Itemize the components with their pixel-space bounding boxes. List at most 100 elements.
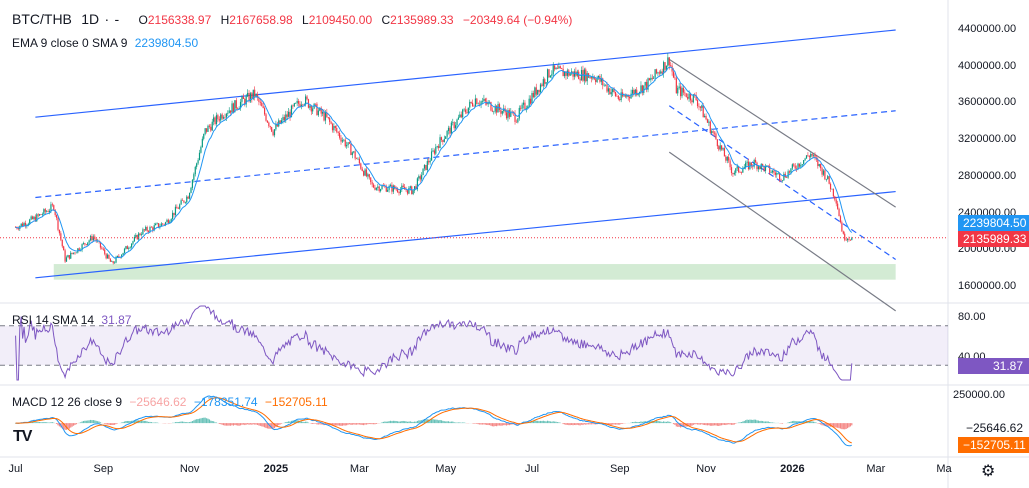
macd-histogram-bar [726,423,728,425]
candle [241,96,243,102]
candle [545,82,547,84]
macd-histogram-bar [569,423,571,426]
macd-histogram-bar [473,423,475,424]
macd-histogram-bar [306,421,308,424]
candle [846,238,849,241]
macd-histogram-bar [312,423,314,424]
candle [398,191,400,194]
macd-histogram-bar [754,419,757,424]
macd-histogram-bar [825,423,827,427]
candle [310,105,312,112]
macd-histogram-bar [146,421,148,424]
macd-histogram-bar [405,421,407,424]
candle [817,159,819,167]
candle [262,106,264,108]
macd-histogram-bar [728,423,730,425]
macd-histogram-bar [838,423,840,429]
candle [200,147,202,153]
candle [213,117,215,122]
candle [184,202,186,203]
candle [469,101,471,108]
macd-histogram-bar [634,421,636,424]
candle [484,98,486,102]
candle [239,101,242,109]
candle [698,106,700,107]
candle [282,117,284,121]
macd-histogram-bar [187,422,189,424]
macd-histogram-bar [343,423,345,426]
macd-histogram-bar [150,422,152,424]
ema-legend[interactable]: EMA 9 close 0 SMA 9 2239804.50 [12,36,198,50]
candle [657,72,659,74]
ascending-channel-lower [35,190,896,279]
macd-histogram-bar [537,420,539,424]
macd-histogram-bar [205,418,208,424]
tradingview-logo-icon[interactable]: TV [13,428,32,445]
candle [566,70,568,76]
macd-histogram-bar [300,421,302,424]
candle [102,248,104,250]
macd-histogram-bar [179,421,181,424]
candle [341,140,344,142]
ema-line [15,66,853,259]
candle [500,109,502,114]
macd-histogram-bar [334,423,336,426]
candle [245,96,247,105]
macd-histogram-bar [722,423,724,425]
macd-histogram-bar [145,420,147,424]
candle [391,184,393,192]
candle [269,126,271,128]
candle [95,238,97,242]
macd-histogram-bar [228,423,230,426]
macd-histogram-bar [812,421,815,424]
macd-histogram-bar [653,420,655,424]
candle [85,244,87,246]
macd-histogram-bar [115,423,117,425]
candle [593,76,595,80]
macd-histogram-bar [354,423,356,425]
candle [164,222,167,225]
macd-histogram-bar [46,422,48,424]
candle [737,166,740,173]
macd-histogram-bar [675,423,677,427]
candle [108,254,110,259]
candle [626,94,628,97]
candle [470,101,472,103]
candle [834,196,836,200]
candle [446,130,448,137]
macd-histogram-bar [682,423,685,427]
candle [31,216,34,220]
candle [115,256,117,263]
macd-histogram-bar [271,423,273,429]
macd-histogram-bar [663,421,665,424]
macd-histogram-bar [616,423,618,425]
candle [715,133,717,140]
macd-legend[interactable]: MACD 12 26 close 9 −25646.62 −178351.74 … [12,395,328,409]
macd-histogram-bar [746,419,748,424]
macd-histogram-bar [705,423,707,426]
candle [230,110,232,113]
gear-icon[interactable]: ⚙ [981,463,996,480]
macd-histogram-bar [84,420,86,424]
candle [466,112,468,114]
macd-histogram-bar [641,421,643,424]
macd-line-value: −178351.74 [193,395,258,409]
candle [455,125,457,129]
interval-label[interactable]: 1D [81,11,100,27]
symbol-name[interactable]: BTC/THB [12,11,72,27]
macd-histogram-bar [545,421,547,424]
candle [548,69,550,78]
macd-histogram-bar [670,422,672,424]
time-tick-label: Nov [696,463,716,475]
candle [527,106,529,109]
candle [82,243,85,245]
rsi-legend[interactable]: RSI 14 SMA 14 31.87 [12,313,131,327]
candle [50,204,52,211]
candle [64,250,66,262]
candle [565,71,567,76]
candle [679,86,682,97]
macd-histogram-bar [423,419,426,424]
candle [747,161,750,170]
macd-histogram-bar [654,420,656,424]
